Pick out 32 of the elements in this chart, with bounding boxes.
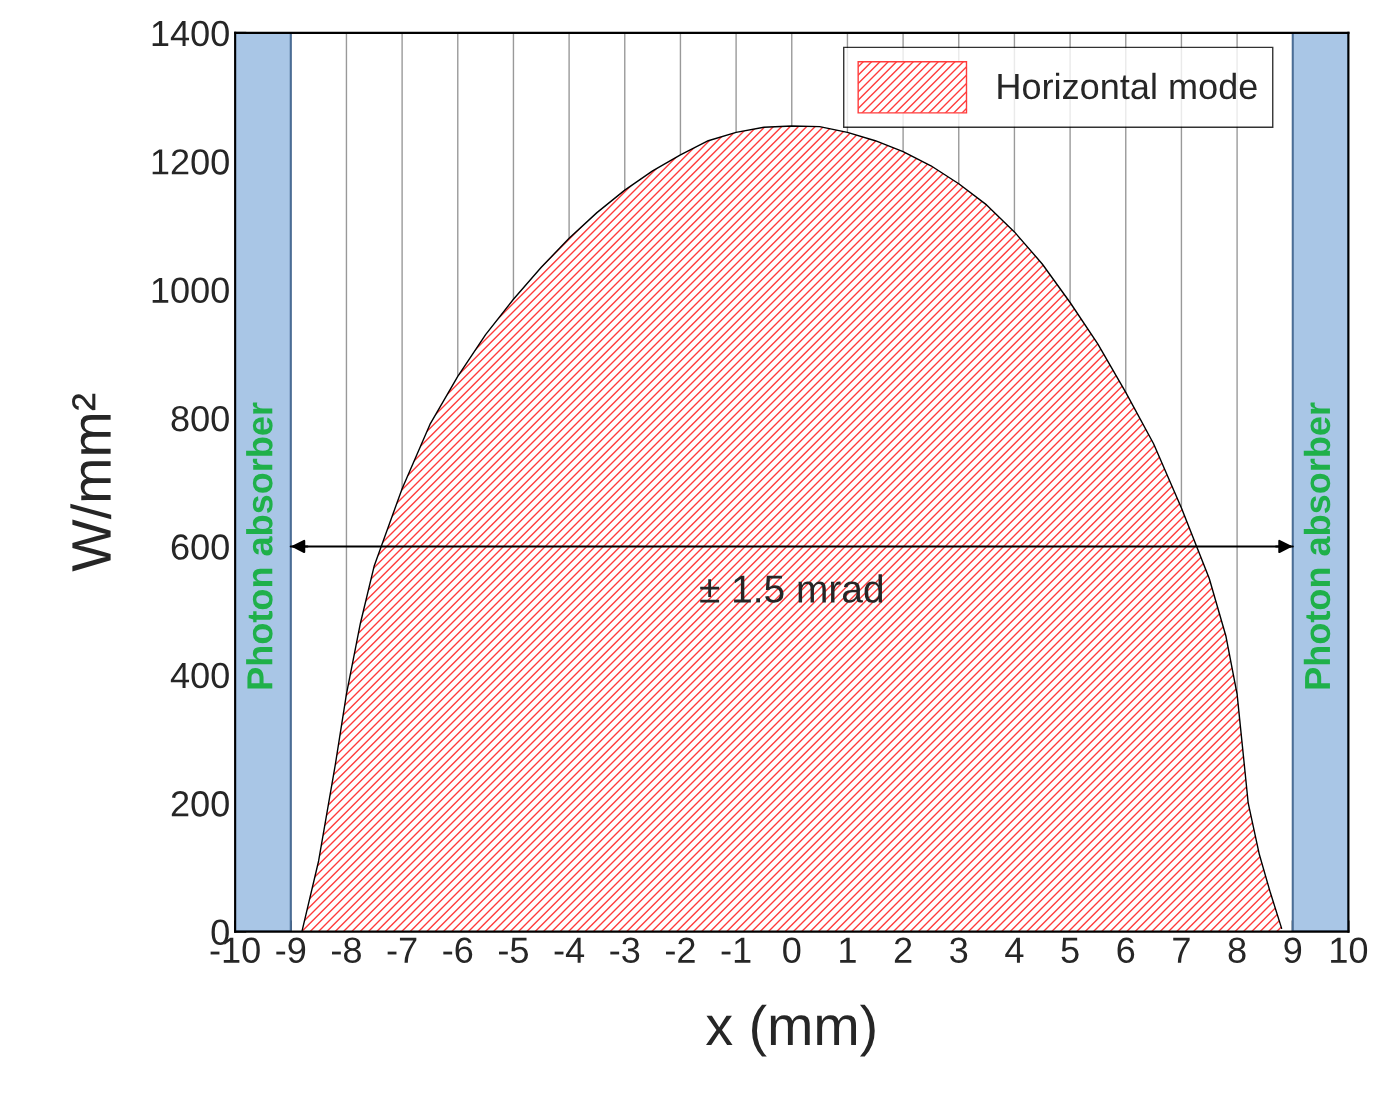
x-tick-label: -3 xyxy=(610,937,640,963)
x-tick-label: 6 xyxy=(1117,937,1135,963)
x-tick-label: 8 xyxy=(1228,937,1246,963)
x-tick-label: -6 xyxy=(443,937,473,963)
y-tick-label: 1000 xyxy=(152,277,229,304)
x-tick-label: 5 xyxy=(1061,937,1079,963)
band-label: Photon absorber xyxy=(246,402,273,689)
y-axis-title: W/mm² xyxy=(70,393,112,572)
x-tick-label: 1 xyxy=(840,937,856,963)
x-tick-label: 0 xyxy=(783,937,801,963)
x-axis-title: x (mm) xyxy=(706,1004,875,1057)
y-tick-label: 1400 xyxy=(152,20,229,47)
band-label: Photon absorber xyxy=(1303,402,1331,689)
x-tick-label: -9 xyxy=(276,937,306,963)
x-tick-label: 2 xyxy=(894,937,912,963)
x-tick-label: -1 xyxy=(721,937,751,963)
x-tick-label: 3 xyxy=(950,937,968,963)
legend-label: Horizontal mode xyxy=(998,72,1257,100)
y-tick-label: 400 xyxy=(170,662,229,689)
x-tick-label: -2 xyxy=(665,937,695,963)
x-tick-label: 10 xyxy=(1331,937,1368,963)
x-tick-label: 4 xyxy=(1005,937,1024,963)
y-tick-label: 600 xyxy=(171,534,229,560)
x-tick-label: 7 xyxy=(1173,937,1190,963)
y-tick-label: 800 xyxy=(171,405,229,432)
y-tick-label: 200 xyxy=(171,791,229,817)
x-tick-label: -8 xyxy=(331,937,361,963)
x-tick-label: -4 xyxy=(554,937,585,963)
y-tick-label: 1200 xyxy=(152,149,229,175)
x-tick-label: -7 xyxy=(387,937,417,963)
x-tick-label: -5 xyxy=(498,937,528,963)
x-tick-label: 9 xyxy=(1284,937,1302,963)
